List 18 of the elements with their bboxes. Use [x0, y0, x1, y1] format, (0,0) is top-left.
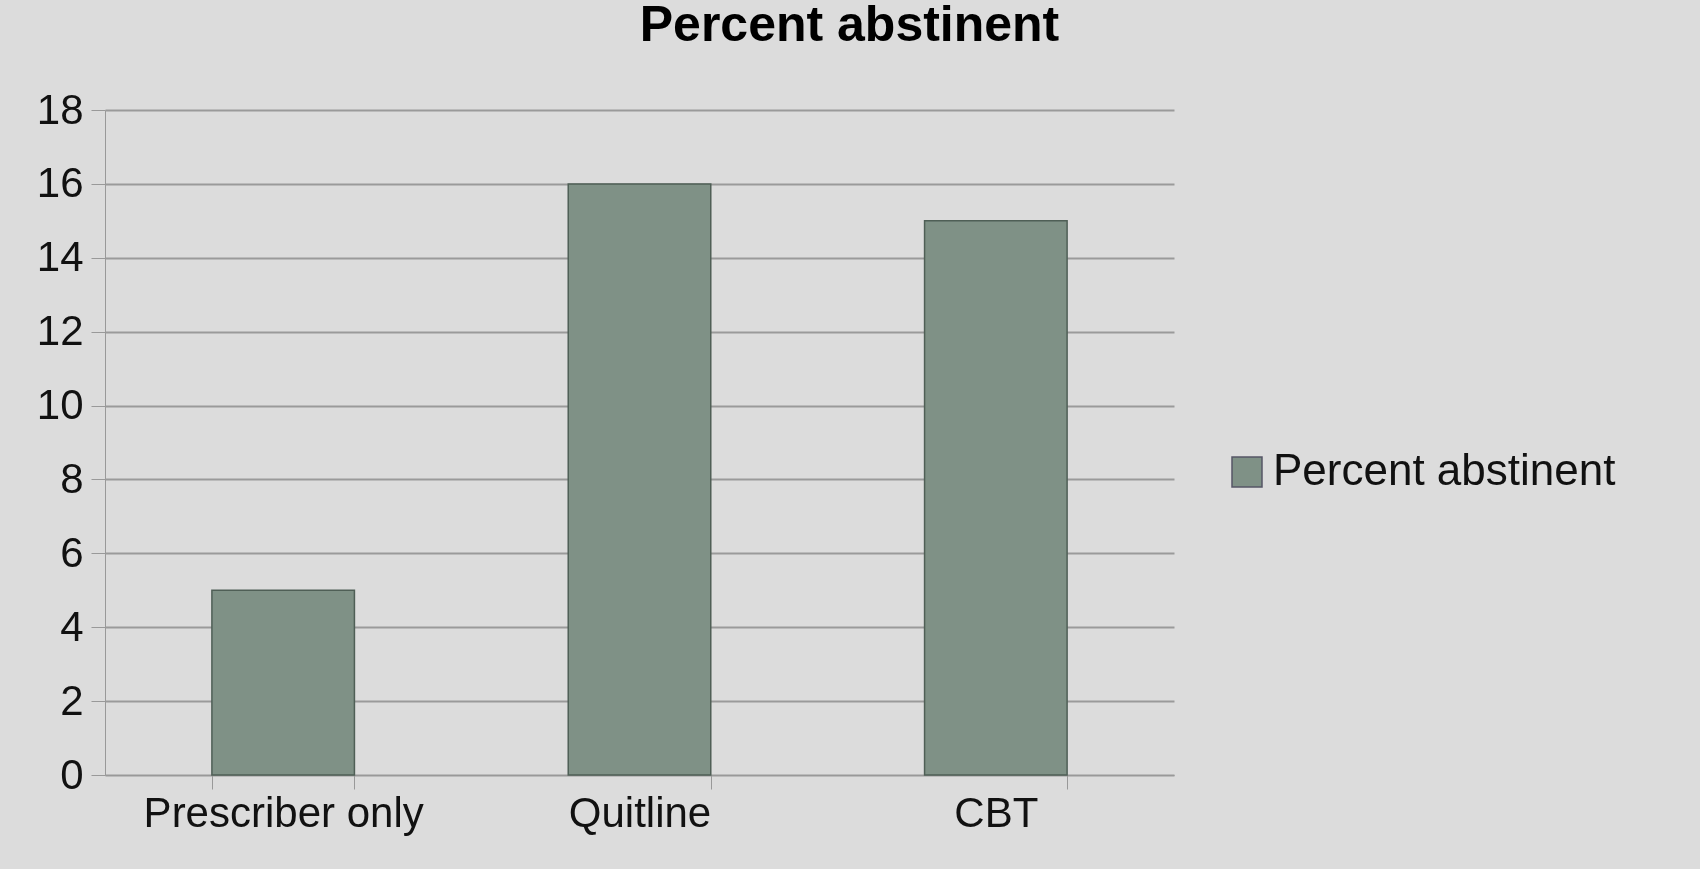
y-tick-label: 18	[36, 85, 84, 133]
bar	[211, 589, 356, 776]
y-tick-label: 10	[36, 381, 84, 429]
bar	[923, 220, 1068, 776]
chart-title: Percent abstinent	[639, 0, 1060, 52]
x-tick-label: Prescriber only	[143, 788, 424, 836]
y-tick-label: 6	[60, 528, 84, 576]
y-tick-label: 8	[60, 454, 84, 502]
x-tick-label: Quitline	[568, 788, 712, 836]
y-tick-label: 14	[36, 233, 84, 281]
y-tick-label: 0	[60, 750, 84, 798]
y-tick-label: 2	[60, 676, 84, 724]
y-tick-label: 16	[36, 159, 84, 207]
x-tick-label: CBT	[954, 788, 1039, 836]
y-tick-label: 12	[36, 307, 84, 355]
bar	[567, 183, 712, 776]
y-tick-label: 4	[60, 602, 84, 650]
legend-label: Percent abstinent	[1273, 445, 1616, 494]
